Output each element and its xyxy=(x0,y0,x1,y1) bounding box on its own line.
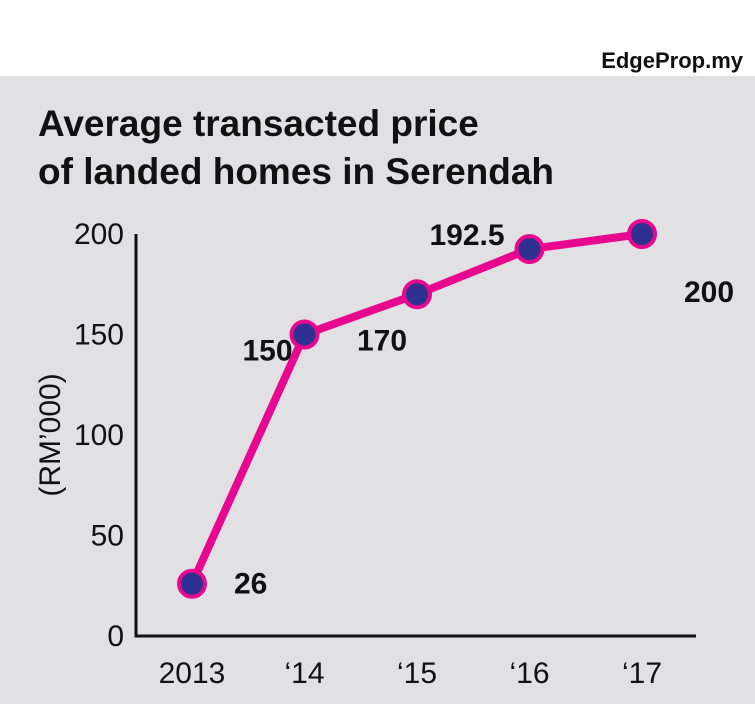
chart-axes xyxy=(134,234,696,638)
data-point xyxy=(514,234,545,265)
data-point xyxy=(289,319,320,350)
data-point xyxy=(627,219,657,249)
brand-logo-text: EdgeProp.my xyxy=(601,48,743,73)
x-axis-ticks: 2013 ‘14 ‘15 ‘16 ‘17 xyxy=(159,657,662,690)
x-tick-label: ‘14 xyxy=(284,657,324,690)
data-label: 192.5 xyxy=(430,219,505,252)
x-tick-label: 2013 xyxy=(159,657,226,690)
chart-background xyxy=(0,76,755,704)
data-point xyxy=(177,568,207,599)
chart-title-line-1: Average transacted price xyxy=(38,103,479,144)
data-label: 170 xyxy=(357,324,407,357)
x-tick-label: ‘17 xyxy=(622,657,662,690)
data-point xyxy=(402,279,432,310)
y-tick-label: 0 xyxy=(107,620,124,653)
data-labels: 26 150 170 192.5 200 xyxy=(234,219,734,601)
y-tick-label: 200 xyxy=(74,218,124,251)
chart-title-line-2: of landed homes in Serendah xyxy=(38,151,555,192)
data-label: 26 xyxy=(234,568,267,601)
y-axis-label: (RM’000) xyxy=(34,373,67,496)
y-axis-ticks: 0 50 100 150 200 xyxy=(74,218,124,653)
data-label: 150 xyxy=(243,335,293,368)
y-tick-label: 100 xyxy=(74,419,124,452)
y-tick-label: 50 xyxy=(91,520,124,553)
data-label: 200 xyxy=(684,276,734,309)
y-tick-label: 150 xyxy=(74,319,124,352)
data-series xyxy=(177,219,657,599)
x-tick-label: ‘15 xyxy=(397,657,437,690)
chart-title: Average transacted price of landed homes… xyxy=(38,100,554,196)
x-tick-label: ‘16 xyxy=(509,657,549,690)
